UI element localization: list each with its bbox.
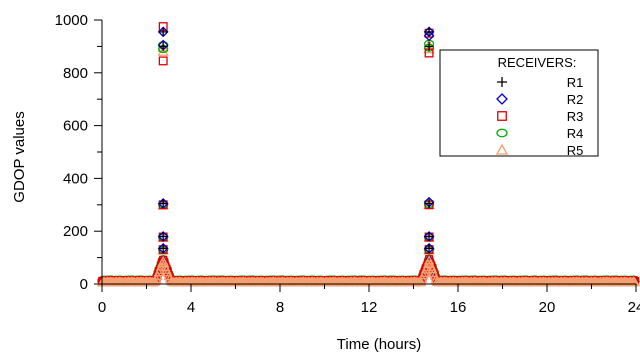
x-tick-label: 8	[276, 299, 284, 316]
legend-marker-square	[497, 111, 507, 121]
series-r4	[158, 39, 435, 254]
y-tick-label: 600	[63, 118, 88, 135]
x-tick-label: 20	[539, 299, 556, 316]
series-r5	[157, 39, 435, 255]
legend-label: R1	[567, 75, 584, 90]
legend-marker-plus	[497, 77, 507, 87]
series-r2	[157, 26, 435, 254]
legend-item-r1: R1	[497, 75, 583, 90]
legend-item-r5: R5	[495, 143, 584, 158]
data-point	[424, 198, 434, 208]
legend-marker-triangle	[495, 143, 509, 155]
data-point	[157, 45, 169, 56]
legend-marker-circle	[496, 128, 508, 138]
data-point	[158, 27, 168, 37]
plot-area	[96, 22, 640, 287]
series-baseline-r5	[96, 255, 640, 287]
data-point	[629, 277, 640, 287]
data-point	[429, 270, 440, 280]
data-point	[424, 243, 434, 253]
legend-box	[439, 49, 599, 157]
data-point	[427, 264, 438, 274]
x-tick-label: 4	[187, 299, 195, 316]
data-point	[424, 41, 434, 51]
legend-item-r4: R4	[496, 126, 584, 141]
legend: RECEIVERS: R1 R2 R3 R4 R5	[439, 49, 599, 158]
x-axis: 0 4 8 12 16 20 24	[98, 283, 640, 316]
y-tick-label: 400	[63, 170, 88, 187]
legend-marker-diamond	[496, 93, 508, 105]
x-tick-label: 12	[361, 299, 378, 316]
legend-label: R4	[567, 126, 584, 141]
y-tick-label: 800	[63, 65, 88, 82]
legend-title: RECEIVERS:	[498, 55, 577, 70]
legend-label: R2	[567, 92, 584, 107]
data-point	[158, 198, 168, 208]
y-axis-label: GDOP values	[11, 111, 28, 202]
data-point	[158, 243, 168, 253]
data-point	[423, 30, 435, 42]
y-tick-label: 0	[80, 276, 88, 293]
data-point	[423, 255, 435, 265]
y-tick-label: 1000	[55, 12, 88, 29]
x-tick-label: 0	[98, 299, 106, 316]
series-r3	[158, 22, 434, 255]
x-tick-label: 24	[628, 299, 640, 316]
data-point	[158, 41, 168, 51]
data-point	[424, 231, 434, 241]
data-point	[158, 56, 168, 66]
legend-items: R1 R2 R3 R4 R5	[495, 75, 584, 158]
series-r1	[158, 27, 434, 253]
y-tick-label: 200	[63, 223, 88, 240]
legend-item-r2: R2	[496, 92, 584, 107]
data-point	[162, 267, 173, 277]
y-axis: 0 200 400 600 800 1000	[55, 12, 103, 293]
x-tick-label: 16	[450, 299, 467, 316]
data-point	[159, 258, 170, 268]
data-point	[424, 27, 434, 37]
legend-item-r3: R3	[497, 109, 584, 124]
legend-label: R5	[567, 143, 584, 158]
x-axis-label: Time (hours)	[337, 336, 421, 353]
data-point	[158, 231, 168, 241]
legend-label: R3	[567, 109, 584, 124]
